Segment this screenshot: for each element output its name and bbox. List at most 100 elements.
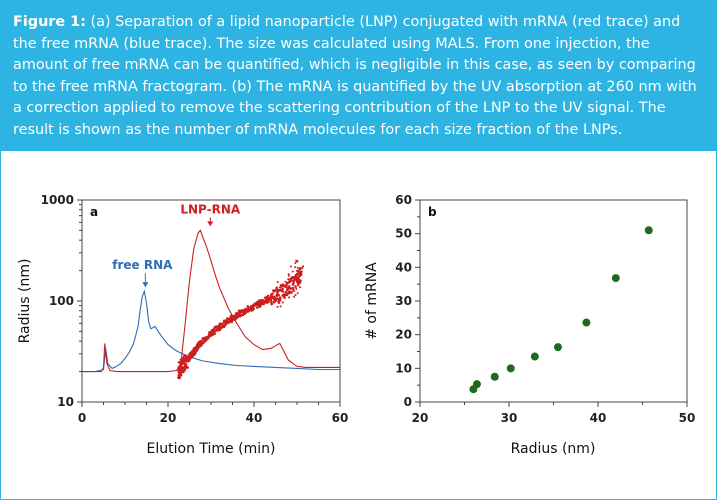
chart-a-y-tick-label: 10 <box>57 395 74 409</box>
chart-a-x-tick-label: 0 <box>78 411 86 425</box>
chart-a-radius-point <box>266 294 270 298</box>
chart-a-radius-point <box>179 373 183 377</box>
chart-a-series <box>82 229 340 380</box>
chart-a-radius-point <box>294 294 297 297</box>
chart-a-y-tick-label: 100 <box>49 294 74 308</box>
chart-a-radius-point <box>296 273 299 276</box>
chart-a-radius-point <box>184 364 188 367</box>
chart-a-radius-point <box>284 280 287 283</box>
chart-a-panel-label: a <box>90 205 98 219</box>
chart-a-radius-point <box>286 292 289 295</box>
chart-a-xlabel: Elution Time (min) <box>147 441 276 457</box>
chart-a-radius-point <box>273 289 277 292</box>
chart-a-radius-point <box>292 281 295 285</box>
chart-a-radius-point <box>289 265 292 268</box>
chart-a-radius-point <box>296 276 299 279</box>
chart-a-radius-point <box>281 284 284 288</box>
chart-a-radius-point <box>269 298 273 302</box>
chart-a-radius-point <box>292 275 295 278</box>
chart-a-x-tick-label: 20 <box>160 411 177 425</box>
chart-a-annotations: free RNA LNP-RNA <box>112 202 241 288</box>
chart-a: 0 20 40 60 10 100 1000 a Elution Time (min) Ra… <box>17 193 348 457</box>
chart-a-radius-point <box>295 287 298 290</box>
caption-lead: Figure 1: <box>13 14 86 30</box>
chart-b-point <box>644 226 653 235</box>
chart-a-annotation-arrowhead <box>142 282 149 288</box>
chart-b-y-tick-label: 60 <box>395 193 412 207</box>
chart-b-y-tick-label: 20 <box>395 328 412 342</box>
chart-a-radius-point <box>276 290 279 294</box>
chart-a-radius-point <box>291 287 295 290</box>
chart-a-radius-point <box>198 345 201 348</box>
chart-a-radius-point <box>213 332 217 335</box>
chart-a-radius-point <box>297 269 300 273</box>
chart-a-radius-point <box>221 322 224 326</box>
chart-a-radius-point <box>296 278 299 281</box>
chart-a-radius-point <box>281 301 284 304</box>
chart-a-annotation-lnp-rna: LNP-RNA <box>180 202 241 216</box>
chart-a-radius-point <box>295 269 298 272</box>
chart-a-radius-point <box>181 357 185 360</box>
chart-a-radius-point <box>277 293 280 297</box>
chart-a-radius-point <box>288 296 291 299</box>
chart-b-point <box>530 352 539 361</box>
chart-b-y-tick-label: 10 <box>395 361 412 375</box>
chart-a-ylabel: Radius (nm) <box>17 259 33 344</box>
chart-a-radius-point <box>290 279 294 282</box>
chart-b-ticks: 20 30 40 50 0 10 20 30 40 50 60 <box>395 193 695 425</box>
chart-a-radius-point <box>248 309 251 312</box>
caption-body: (a) Separation of a lipid nanoparticle (… <box>13 14 697 138</box>
chart-a-radius-point <box>277 298 280 301</box>
chart-b-series <box>469 226 653 394</box>
chart-a-radius-point <box>299 279 302 282</box>
chart-b-ylabel: # of mRNA <box>364 262 380 340</box>
chart-b-point <box>611 274 620 283</box>
chart-a-radius-point <box>294 266 297 269</box>
chart-a-radius-point <box>291 270 294 273</box>
chart-a-radius-point <box>188 358 192 361</box>
chart-b-x-tick-label: 20 <box>412 411 429 425</box>
chart-a-series-free-rna <box>82 289 340 373</box>
chart-a-radius-point <box>287 285 291 288</box>
chart-a-radius-point <box>202 341 205 345</box>
chart-a-radius-point <box>299 273 303 276</box>
chart-a-x-tick-label: 60 <box>332 411 349 425</box>
chart-b-x-tick-label: 30 <box>501 411 518 425</box>
chart-a-radius-point <box>299 286 302 289</box>
chart-a-radius-point <box>294 262 297 265</box>
chart-b-point <box>472 380 481 389</box>
chart-a-radius-point <box>178 376 181 380</box>
chart-b-point <box>553 343 562 352</box>
chart-a-radius-point <box>292 289 295 292</box>
chart-a-radius-point <box>255 306 259 309</box>
chart-a-radius-point <box>277 301 280 304</box>
chart-a-radius-point <box>287 273 290 276</box>
chart-b-y-tick-label: 30 <box>395 294 412 308</box>
chart-a-ticks: 0 20 40 60 10 100 1000 <box>41 193 349 425</box>
chart-a-radius-point <box>279 284 282 287</box>
chart-a-radius-point <box>275 288 278 291</box>
chart-a-radius-point <box>292 279 296 282</box>
chart-a-radius-point <box>293 295 296 298</box>
chart-a-radius-point <box>276 281 279 284</box>
chart-a-radius-point <box>274 299 277 303</box>
chart-a-radius-point <box>271 292 274 296</box>
chart-a-radius-point <box>287 278 290 281</box>
chart-a-series-lnp-radius <box>177 259 305 380</box>
chart-a-radius-point <box>186 366 189 369</box>
chart-a-radius-point <box>184 354 188 357</box>
chart-a-radius-point <box>287 287 290 290</box>
chart-a-radius-point <box>285 284 288 287</box>
chart-b-y-tick-label: 0 <box>404 395 412 409</box>
chart-a-radius-point <box>288 281 291 284</box>
chart-b-panel-label: b <box>428 205 437 219</box>
chart-a-radius-point <box>299 267 302 270</box>
chart-a-radius-point <box>242 309 245 312</box>
figure-caption: Figure 1: (a) Separation of a lipid nano… <box>1 1 716 151</box>
chart-a-x-tick-label: 40 <box>246 411 263 425</box>
chart-a-radius-point <box>180 362 184 366</box>
chart-b: 20 30 40 50 0 10 20 30 40 50 60 b Radius (nm) # of… <box>364 193 695 457</box>
chart-a-radius-point <box>290 291 293 294</box>
chart-a-radius-point <box>294 285 297 288</box>
chart-a-radius-point <box>301 266 304 269</box>
